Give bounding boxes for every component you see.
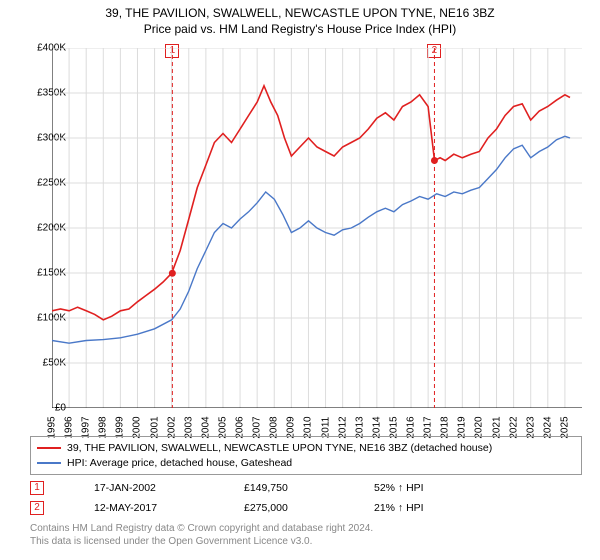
legend-row-hpi: HPI: Average price, detached house, Gate… [37, 456, 575, 471]
chart-container: 39, THE PAVILION, SWALWELL, NEWCASTLE UP… [0, 0, 600, 560]
attribution-line1: Contains HM Land Registry data © Crown c… [30, 522, 373, 535]
legend-label-hpi: HPI: Average price, detached house, Gate… [67, 456, 292, 471]
attribution-line2: This data is licensed under the Open Gov… [30, 535, 373, 548]
transaction-price: £275,000 [244, 502, 374, 514]
table-row: 2 12-MAY-2017 £275,000 21% ↑ HPI [30, 498, 504, 518]
transaction-price: £149,750 [244, 482, 374, 494]
marker-badge-2: 2 [30, 501, 44, 515]
transaction-hpi-delta: 21% ↑ HPI [374, 502, 504, 514]
attribution: Contains HM Land Registry data © Crown c… [30, 522, 373, 548]
legend: 39, THE PAVILION, SWALWELL, NEWCASTLE UP… [30, 436, 582, 475]
legend-row-property: 39, THE PAVILION, SWALWELL, NEWCASTLE UP… [37, 441, 575, 456]
transaction-date: 12-MAY-2017 [94, 502, 244, 514]
title-address: 39, THE PAVILION, SWALWELL, NEWCASTLE UP… [0, 6, 600, 20]
title-block: 39, THE PAVILION, SWALWELL, NEWCASTLE UP… [0, 0, 600, 36]
legend-swatch-property [37, 447, 61, 449]
transaction-date: 17-JAN-2002 [94, 482, 244, 494]
table-row: 1 17-JAN-2002 £149,750 52% ↑ HPI [30, 478, 504, 498]
chart-plot [52, 48, 582, 408]
legend-label-property: 39, THE PAVILION, SWALWELL, NEWCASTLE UP… [67, 441, 492, 456]
legend-swatch-hpi [37, 462, 61, 464]
title-subtitle: Price paid vs. HM Land Registry's House … [0, 22, 600, 36]
transaction-hpi-delta: 52% ↑ HPI [374, 482, 504, 494]
marker-badge-1: 1 [30, 481, 44, 495]
transaction-table: 1 17-JAN-2002 £149,750 52% ↑ HPI 2 12-MA… [30, 478, 504, 518]
